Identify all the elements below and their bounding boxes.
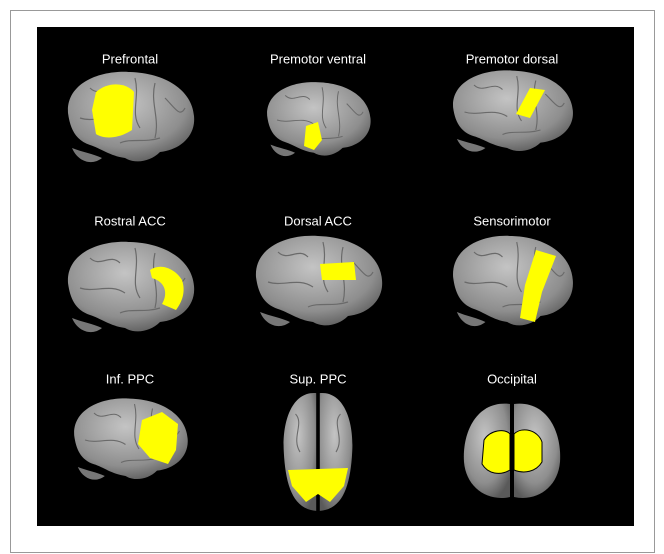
panel-label: Sup. PPC — [289, 371, 346, 386]
panel-label: Rostral ACC — [94, 213, 166, 228]
figure: Prefrontal Premotor ventral Premotor dorsa… — [0, 0, 664, 554]
panel-label: Sensorimotor — [473, 213, 551, 228]
panel-label: Occipital — [487, 371, 537, 386]
panel-label: Prefrontal — [102, 51, 158, 66]
panel-label: Premotor ventral — [270, 51, 366, 66]
panel-label: Inf. PPC — [106, 371, 154, 386]
panel-label: Premotor dorsal — [466, 51, 559, 66]
panel-label: Dorsal ACC — [284, 213, 352, 228]
